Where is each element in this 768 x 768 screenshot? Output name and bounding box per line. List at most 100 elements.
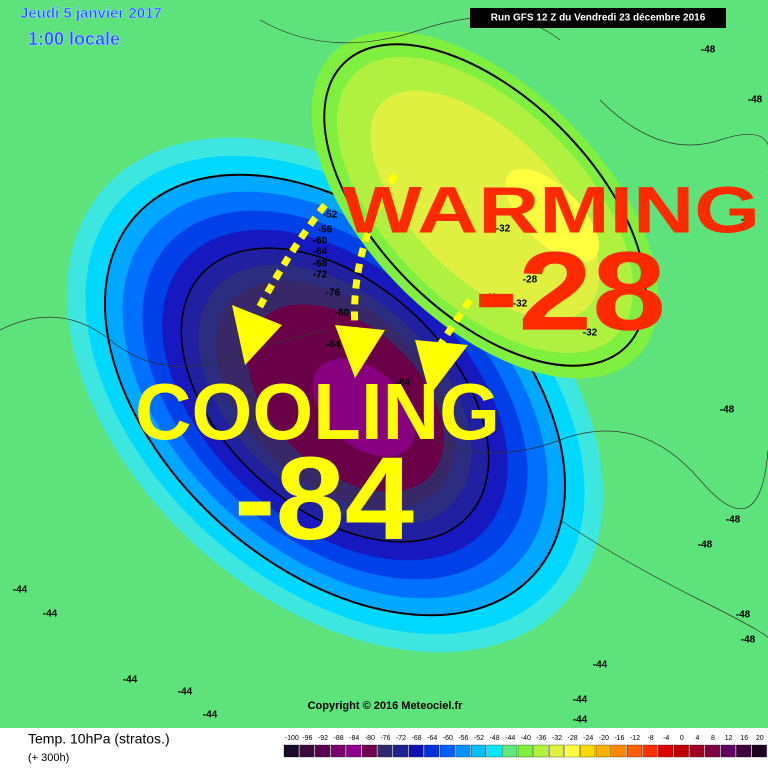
run-box	[470, 8, 726, 28]
contour-label: -48	[701, 45, 716, 56]
scale-swatch	[627, 744, 642, 758]
scale-label: -4	[663, 735, 669, 742]
scale-swatch	[689, 744, 705, 758]
scale-swatch	[393, 744, 408, 758]
scale-swatch	[595, 744, 611, 758]
scale-swatch	[673, 744, 689, 758]
contour-label: -84	[396, 378, 411, 389]
contour-label: -48	[741, 635, 756, 646]
scale-swatch	[611, 744, 627, 758]
warming-label: WARMING	[342, 172, 760, 246]
scale-swatch	[580, 744, 596, 758]
contour-label: -48	[720, 405, 735, 416]
scale-label: -92	[318, 735, 328, 742]
scale-label: -88	[334, 735, 344, 742]
scale-swatch	[299, 744, 315, 758]
scale-swatch	[705, 744, 720, 758]
cooling-value: -84	[234, 433, 414, 565]
scale-label: -60	[443, 735, 453, 742]
scale-label: 20	[756, 735, 764, 742]
scale-swatch	[502, 744, 518, 758]
contour-label: -44	[573, 695, 588, 706]
scale-label: -100	[285, 735, 299, 742]
warming-value: -28	[474, 229, 666, 354]
contour-label: -44	[203, 710, 218, 721]
scale-swatch	[455, 744, 471, 758]
scale-swatch	[283, 744, 299, 758]
contour-label: -68	[313, 259, 328, 270]
contour-label: -44	[593, 660, 608, 671]
scale-label: 12	[725, 735, 733, 742]
scale-label: -16	[614, 735, 624, 742]
contour-label: -76	[326, 288, 341, 299]
time: 1:00 locale	[28, 29, 120, 49]
scale-label: -20	[599, 735, 609, 742]
scale-label: -40	[521, 735, 531, 742]
footer-title: Temp. 10hPa (stratos.)	[28, 731, 170, 747]
scale-label: -64	[427, 735, 437, 742]
scale-swatch	[424, 744, 440, 758]
scale-swatch	[736, 744, 752, 758]
scale-swatch	[549, 744, 564, 758]
scale-swatch	[658, 744, 674, 758]
arrow-heads	[232, 305, 468, 395]
contour-label: -32	[513, 299, 528, 310]
contour-label: -32	[496, 224, 511, 235]
warm-area	[311, 31, 659, 379]
scale-swatch	[377, 744, 393, 758]
contour-label: -64	[313, 247, 328, 258]
scale-swatch	[315, 744, 330, 758]
scale-label: -32	[552, 735, 562, 742]
contour-label: -84	[326, 340, 341, 351]
scale-label: -8	[647, 735, 653, 742]
scale-label: -52	[474, 735, 484, 742]
copyright: Copyright © 2016 Meteociel.fr	[308, 700, 464, 712]
scale-label: -12	[630, 735, 640, 742]
scale-swatch	[439, 744, 455, 758]
contour-label: -48	[698, 540, 713, 551]
scale-label: -96	[302, 735, 312, 742]
scale-label: -72	[396, 735, 406, 742]
scale-label: -84	[349, 735, 359, 742]
scale-label: 0	[680, 735, 684, 742]
contour-label: -28	[523, 275, 538, 286]
contour-label: -44	[43, 609, 58, 620]
footer-lead: (+ 300h)	[28, 752, 69, 764]
scale-swatch	[517, 744, 533, 758]
scale-swatch	[408, 744, 424, 758]
contour-label: -72	[313, 270, 328, 281]
contour-label: -40	[483, 293, 498, 304]
contour-label: -52	[323, 210, 338, 221]
scale-label: -56	[458, 735, 468, 742]
scale-label: 16	[740, 735, 748, 742]
contour-label: -44	[573, 715, 588, 726]
scale-swatch	[564, 744, 580, 758]
scale-label: -80	[365, 735, 375, 742]
scale-swatch	[642, 744, 658, 758]
scale-swatch	[533, 744, 549, 758]
scale-swatch	[346, 744, 362, 758]
scale-label: 8	[711, 735, 715, 742]
contour-label: -48	[736, 610, 751, 621]
contour-label: -48	[741, 215, 756, 226]
scale-label: -76	[380, 735, 390, 742]
contour-label: -44	[178, 687, 193, 698]
scale-label: -48	[490, 735, 500, 742]
run-label: Run GFS 12 Z du Vendredi 23 décembre 201…	[491, 13, 706, 24]
contour-label: -60	[313, 236, 328, 247]
scale-label: -68	[412, 735, 422, 742]
scale-swatch	[471, 744, 486, 758]
contour-label: -44	[123, 675, 138, 686]
scale-label: -36	[536, 735, 546, 742]
contour-label: -48	[726, 515, 741, 526]
scale-label: -24	[583, 735, 593, 742]
arrows	[254, 173, 473, 347]
contour-label: -48	[748, 95, 763, 106]
cooling-label: COOLING	[135, 367, 500, 456]
scale-swatch	[330, 744, 346, 758]
scale-label: -28	[568, 735, 578, 742]
contour-label: -44	[13, 585, 28, 596]
date: Jeudi 5 janvier 2017	[20, 5, 162, 22]
scale-label: -44	[505, 735, 515, 742]
scale-swatch	[720, 744, 736, 758]
